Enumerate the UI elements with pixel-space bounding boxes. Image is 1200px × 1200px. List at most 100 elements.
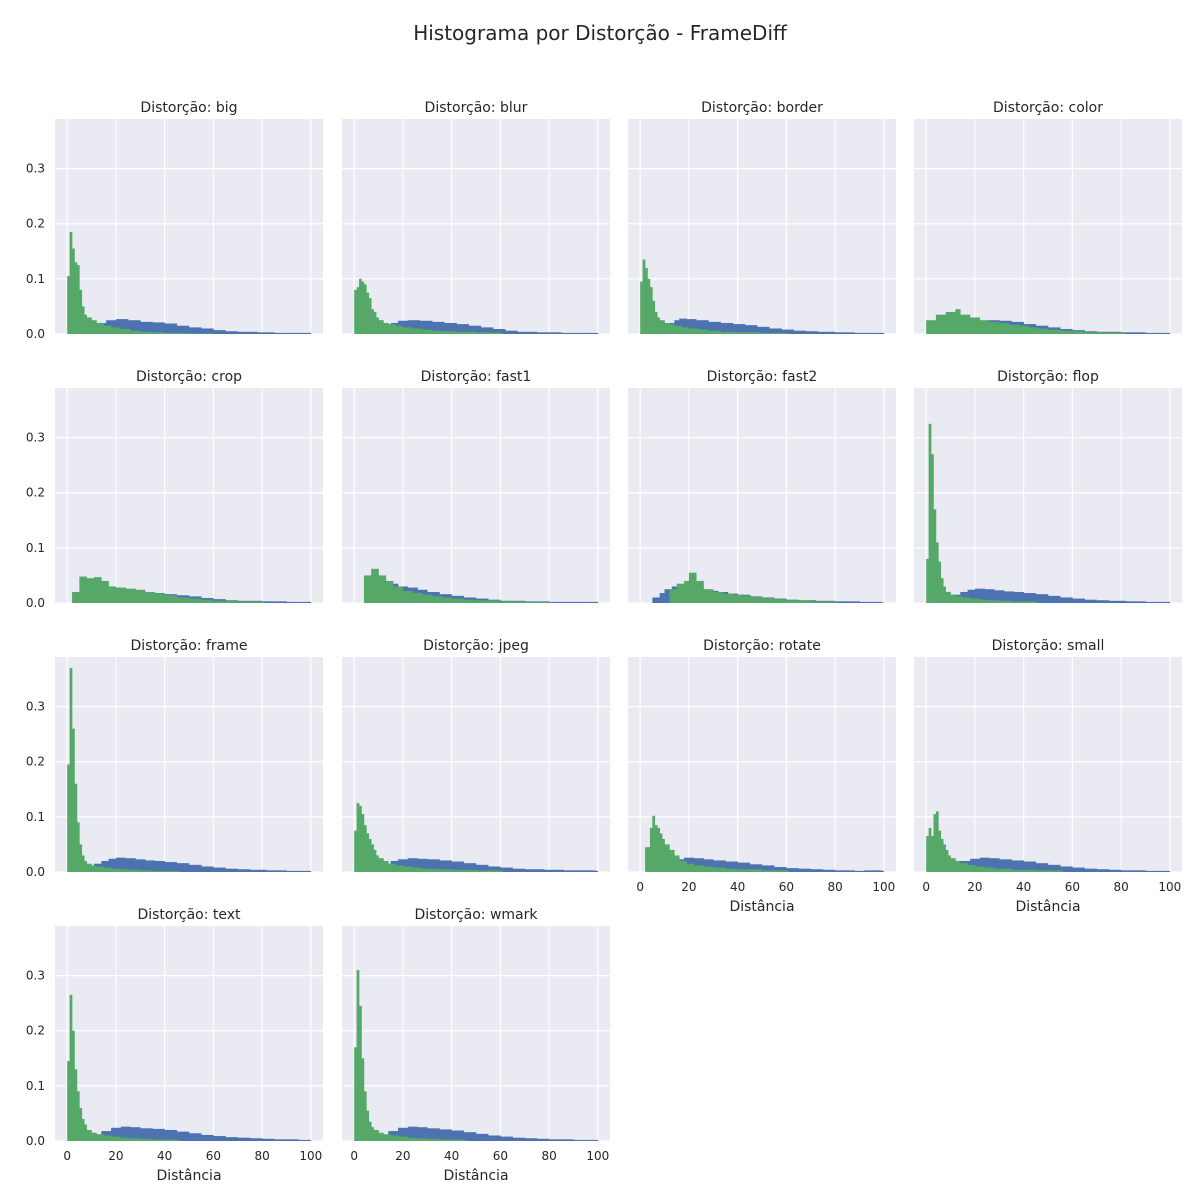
bar-series-1: [359, 278, 362, 334]
bar-series-0: [1145, 332, 1168, 334]
bar-series-1: [945, 849, 949, 872]
histogram-bars: [354, 970, 599, 1141]
bar-series-0: [1004, 591, 1015, 603]
bar-series-1: [130, 1138, 141, 1141]
x-tick-label: 0: [350, 1149, 358, 1163]
bar-series-1: [376, 317, 379, 334]
bar-series-0: [225, 1137, 239, 1141]
bar-series-1: [642, 259, 646, 334]
bar-series-1: [955, 596, 964, 603]
bar-series-1: [931, 454, 934, 603]
bar-series-0: [407, 858, 418, 872]
bar-series-1: [926, 320, 937, 334]
bar-series-1: [378, 575, 387, 603]
bar-series-1: [140, 870, 153, 872]
bar-series-0: [595, 601, 599, 603]
bar-series-1: [654, 825, 658, 872]
bar-series-1: [645, 847, 651, 872]
bar-series-1: [441, 331, 457, 334]
bar-series-0: [859, 601, 882, 603]
bar-series-1: [111, 1136, 122, 1141]
x-tick-label: 60: [779, 880, 794, 894]
histogram-bars: [72, 576, 312, 603]
bar-series-1: [176, 1139, 180, 1141]
bar-series-1: [686, 863, 695, 872]
bar-series-1: [1084, 331, 1102, 334]
bar-series-0: [286, 601, 309, 603]
bar-series-0: [835, 870, 855, 872]
bar-series-0: [468, 325, 482, 334]
bar-series-0: [213, 867, 226, 872]
subplot-title: Distorção: blur: [425, 100, 528, 116]
bar-series-1: [368, 298, 372, 334]
bar-series-1: [688, 572, 697, 603]
bar-series-0: [262, 601, 287, 603]
bar-series-0: [864, 870, 882, 872]
bar-series-0: [595, 870, 599, 872]
subplot-title: Distorção: fast2: [707, 369, 818, 385]
bar-series-0: [512, 1137, 526, 1141]
bar-series-1: [108, 586, 117, 603]
bar-series-0: [308, 1139, 312, 1141]
bar-series-1: [1048, 329, 1061, 334]
bar-series-1: [649, 287, 653, 334]
bar-series-1: [1101, 332, 1122, 334]
bar-series-1: [201, 599, 214, 603]
bar-series-0: [1013, 591, 1024, 603]
bar-series-0: [810, 869, 824, 872]
bar-series-1: [762, 598, 775, 603]
bar-series-1: [950, 858, 956, 872]
bar-series-0: [774, 867, 787, 872]
bar-series-0: [463, 863, 477, 872]
bar-series-1: [476, 600, 501, 603]
bar-series-1: [1011, 601, 1037, 603]
y-tick-label: 0.2: [26, 1024, 45, 1038]
bar-series-0: [249, 1138, 263, 1141]
bar-series-0: [1108, 869, 1122, 872]
bar-series-0: [176, 863, 190, 872]
bar-series-0: [512, 868, 526, 872]
bar-series-1: [935, 542, 939, 603]
bar-series-1: [984, 867, 995, 872]
bar-series-1: [237, 601, 263, 603]
bar-series-0: [1121, 332, 1146, 334]
bar-series-1: [373, 1129, 379, 1141]
bar-series-1: [371, 568, 379, 603]
bar-series-1: [422, 868, 435, 872]
bar-series-1: [383, 1134, 392, 1141]
bar-series-0: [145, 860, 156, 872]
subplot-4: Distorção: crop 0.0 0.1 0.2 0.3: [26, 369, 323, 610]
bar-series-1: [407, 1137, 418, 1141]
bar-series-1: [115, 587, 126, 603]
bar-series-1: [402, 590, 413, 603]
grid-lines: [342, 926, 610, 1142]
bar-series-0: [262, 1138, 275, 1141]
bar-series-1: [451, 598, 465, 603]
subplot-11: Distorção: small 0 20 40 60 80 100 Distância: [914, 638, 1182, 915]
bar-series-1: [935, 811, 939, 872]
bar-series-1: [164, 332, 190, 334]
bar-series-1: [84, 1124, 87, 1141]
bar-series-1: [385, 580, 394, 603]
bar-series-1: [395, 325, 404, 334]
bar-series-1: [154, 593, 165, 603]
x-tick-label: 20: [681, 880, 696, 894]
bar-series-1: [103, 867, 112, 872]
histogram-bars: [67, 668, 312, 872]
bar-series-1: [354, 289, 357, 334]
subplot-title: Distorção: color: [993, 100, 1103, 116]
bar-series-1: [970, 598, 981, 603]
subplot-8: Distorção: frame 0.0 0.1 0.2 0.3: [26, 638, 323, 879]
bar-series-0: [1096, 600, 1110, 603]
bar-series-1: [752, 596, 763, 603]
plot-background: [342, 388, 610, 603]
bar-series-1: [79, 1107, 83, 1141]
bar-series-1: [120, 869, 131, 872]
bar-series-1: [999, 322, 1010, 334]
bar-series-1: [960, 314, 971, 334]
bar-series-0: [585, 1139, 596, 1141]
bar-series-1: [412, 867, 423, 872]
subplot-title: Distorção: crop: [136, 369, 242, 385]
bar-series-0: [152, 1128, 165, 1141]
bar-series-1: [979, 599, 990, 603]
